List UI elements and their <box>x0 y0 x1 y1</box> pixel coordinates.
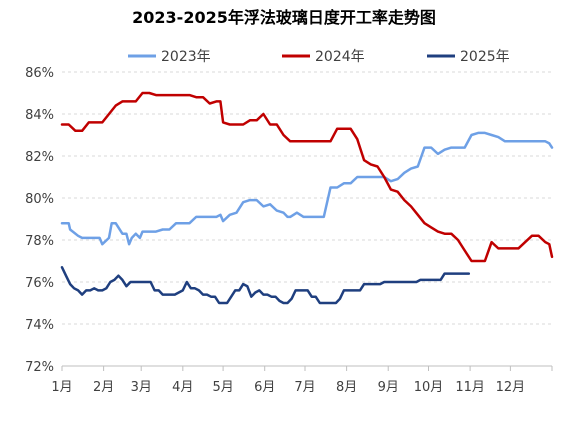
y-tick-label: 78% <box>25 234 54 249</box>
x-axis: 1月 2月 3月 4月 5月 6月 7月 8月 9月 10月 11月 12月 <box>51 365 553 395</box>
x-tick-label: 8月 <box>336 380 357 395</box>
x-tick-label: 11月 <box>455 380 485 395</box>
series-lines <box>60 91 554 305</box>
x-tick-label: 10月 <box>414 380 444 395</box>
y-tick-label: 80% <box>25 192 54 207</box>
series-line-1 <box>60 131 554 246</box>
y-tick-label: 74% <box>25 318 54 333</box>
x-tick-label: 5月 <box>212 380 233 395</box>
series-line-3 <box>60 266 471 305</box>
x-tick-label: 2月 <box>93 380 114 395</box>
series-line-2 <box>60 91 554 263</box>
y-tick-label: 82% <box>25 150 54 165</box>
grid-lines <box>62 71 552 325</box>
x-tick-label: 1月 <box>51 380 72 395</box>
x-tick-label: 6月 <box>254 380 275 395</box>
y-tick-label: 84% <box>25 108 54 123</box>
x-tick-label: 12月 <box>496 380 526 395</box>
y-axis: 72% 74% 76% 78% 80% 82% 84% 86% <box>25 66 54 375</box>
y-tick-label: 76% <box>25 276 54 291</box>
y-tick-label: 86% <box>25 66 54 81</box>
chart-legend: 2023年 2024年 2025年 <box>128 49 510 65</box>
y-tick-label: 72% <box>25 360 54 375</box>
x-tick-label: 3月 <box>131 380 152 395</box>
legend-label: 2024年 <box>315 49 365 65</box>
x-tick-label: 7月 <box>294 380 315 395</box>
x-tick-label: 9月 <box>378 380 399 395</box>
legend-label: 2025年 <box>460 49 510 65</box>
legend-label: 2023年 <box>161 49 211 65</box>
chart-title: 2023-2025年浮法玻璃日度开工率走势图 <box>132 8 436 27</box>
x-tick-label: 4月 <box>172 380 193 395</box>
